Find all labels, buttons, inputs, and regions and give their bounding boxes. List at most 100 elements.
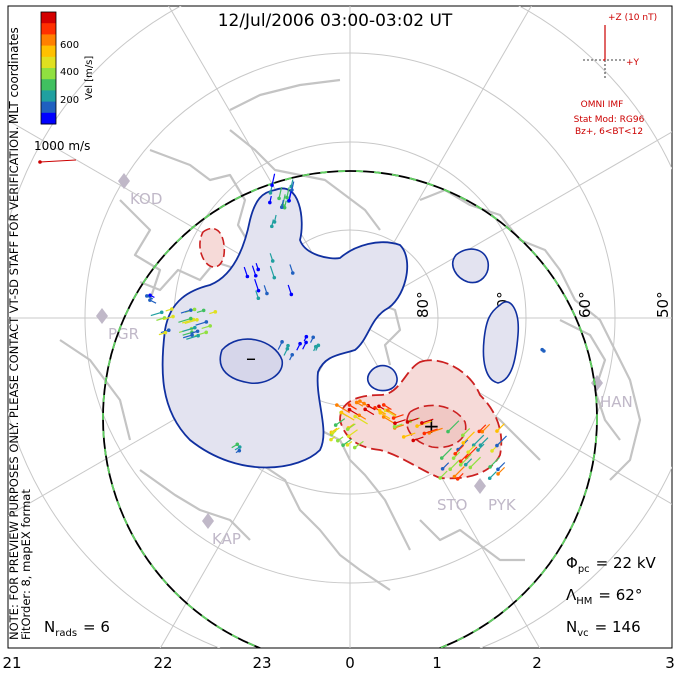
velocity-vector: [466, 446, 478, 458]
velocity-vector: [348, 429, 358, 437]
vector-origin: [477, 429, 482, 434]
vector-origin: [354, 400, 359, 405]
velocity-vector: [394, 419, 406, 424]
imf-model-name: OMNI IMF: [581, 100, 624, 110]
velocity-vector: [462, 431, 475, 444]
vector-origin: [415, 424, 419, 428]
velocity-vector: [454, 444, 465, 455]
velocity-vector: [354, 415, 368, 425]
velocity-vector: [278, 187, 283, 199]
velocity-vector: [473, 434, 485, 446]
imf-stat-mod: Stat Mod: RG96: [574, 115, 645, 125]
velocity-vector: [182, 327, 196, 332]
vector-origin: [193, 325, 197, 330]
vector-origin: [439, 456, 444, 460]
vector-origin: [272, 220, 277, 224]
color-bar-segment: [41, 79, 56, 91]
velocity-vectors: [145, 173, 546, 481]
nvc-symbol: N: [566, 618, 577, 636]
velocity-vector: [269, 265, 275, 278]
vector-origin: [346, 434, 351, 438]
vector-origin: [235, 442, 240, 447]
color-bar-segment: [41, 23, 56, 35]
vector-origin: [339, 410, 344, 415]
color-tick-400: 400: [60, 67, 79, 78]
vector-origin: [208, 324, 212, 328]
vector-origin: [237, 445, 242, 449]
vector-origin: [188, 316, 193, 321]
vector-origin: [468, 465, 473, 470]
vector-origin: [256, 288, 261, 293]
velocity-vector: [271, 173, 276, 186]
velocity-vector: [441, 447, 452, 459]
vector-origin: [487, 476, 492, 481]
color-bar-label: Vel [m/s]: [84, 56, 95, 100]
vector-origin: [377, 408, 382, 413]
vector-origin: [478, 443, 483, 448]
station-label-sto: STO: [437, 496, 468, 514]
map-title: 12/Jul/2006 03:00-03:02 UT: [218, 11, 453, 31]
velocity-vector: [449, 459, 460, 470]
mlt-label-3: 3: [665, 654, 675, 672]
color-tick-600: 600: [60, 40, 79, 51]
vector-origin: [265, 291, 269, 296]
phi-subscript: pc: [578, 564, 590, 575]
station-label-kod: KOD: [130, 190, 162, 208]
vector-origin: [304, 334, 309, 339]
vector-origin: [237, 448, 242, 453]
vector-origin: [476, 448, 480, 452]
vector-origin: [245, 274, 250, 279]
velocity-vector: [195, 321, 207, 326]
color-bar-segment: [41, 45, 56, 58]
velocity-vector: [460, 453, 472, 466]
mlt-label-22: 22: [153, 654, 172, 672]
phi-symbol: Φ: [566, 554, 578, 572]
vector-origin: [461, 441, 466, 445]
vector-origin: [386, 408, 390, 412]
nrads-symbol: N: [44, 618, 55, 636]
vector-origin: [377, 404, 381, 409]
color-bar-segment: [41, 68, 56, 80]
velocity-vector: [336, 404, 351, 414]
vector-origin: [466, 450, 470, 454]
color-bar-segment: [41, 12, 56, 24]
color-bar-segment: [41, 34, 56, 47]
vector-origin: [195, 329, 200, 334]
vector-origin: [381, 403, 386, 407]
vector-origin: [495, 429, 499, 433]
vector-origin: [289, 292, 294, 297]
velocity-vector: [496, 435, 507, 446]
vector-origin: [357, 413, 361, 418]
imf-condition: Bz+, 6<BT<12: [575, 127, 643, 137]
vector-origin: [290, 352, 295, 357]
svg-text:Nrads= 6: Nrads = 6: [44, 618, 110, 639]
mlt-label-23: 23: [252, 654, 271, 672]
vector-origin: [204, 330, 209, 335]
vector-origin: [268, 200, 272, 205]
color-bar-segment: [41, 101, 56, 114]
lat-label-50: 50°: [654, 291, 672, 318]
lambda-value: = 62°: [598, 586, 642, 604]
velocity-vector: [184, 319, 198, 325]
vector-origin: [290, 271, 295, 275]
imf-z-label: +Z (10 nT): [608, 13, 657, 23]
vector-origin: [280, 340, 284, 344]
vector-origin: [253, 273, 258, 278]
vector-origin: [298, 341, 302, 346]
station-label-kap: KAP: [212, 530, 241, 548]
vector-origin: [159, 310, 164, 315]
mlt-label-1: 1: [432, 654, 442, 672]
vector-origin: [345, 443, 350, 447]
vector-origin: [256, 296, 261, 301]
vector-origin: [335, 403, 339, 407]
velocity-vector: [489, 457, 500, 468]
negative-potential-cell: –: [161, 187, 520, 469]
lat-label-80: 80°: [414, 291, 432, 318]
vector-origin: [463, 462, 468, 467]
vector-origin: [455, 477, 460, 481]
imf-dial: [583, 25, 627, 80]
vector-origin: [458, 462, 463, 467]
vector-origin: [195, 318, 199, 322]
velocity-vector: [447, 420, 460, 433]
station-label-pyk: PYK: [488, 496, 517, 514]
